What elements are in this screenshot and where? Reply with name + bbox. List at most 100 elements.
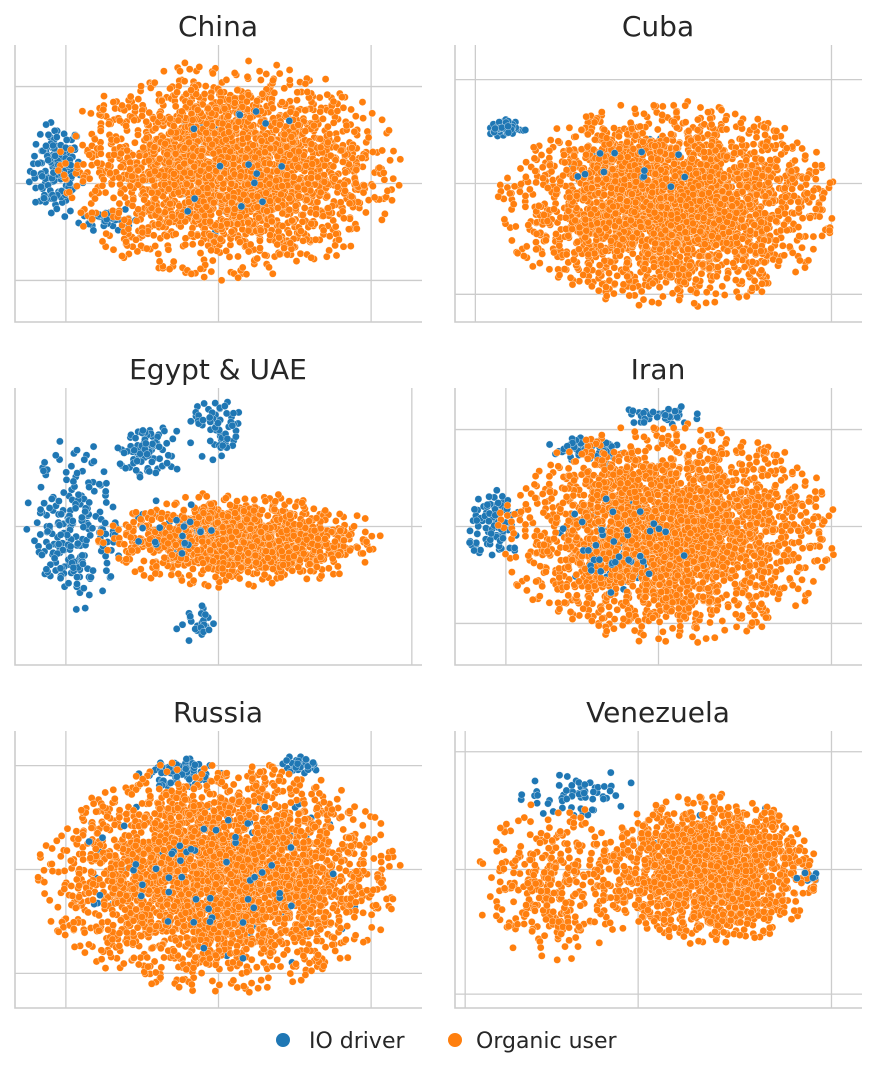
organic-user-point: [172, 150, 179, 157]
io-driver-point: [67, 207, 74, 214]
organic-user-point: [143, 118, 150, 125]
organic-user-point: [640, 110, 647, 117]
organic-user-point: [812, 168, 819, 175]
organic-user-point: [106, 170, 113, 177]
organic-user-point: [302, 80, 309, 87]
organic-user-point: [639, 138, 646, 145]
organic-user-point: [301, 204, 308, 211]
io-driver-point: [34, 160, 41, 167]
organic-user-point: [208, 268, 215, 275]
organic-user-point: [245, 91, 252, 98]
io-driver-point: [45, 157, 52, 164]
organic-user-point: [546, 266, 553, 273]
organic-user-point: [324, 193, 331, 200]
organic-user-point: [772, 134, 779, 141]
organic-user-point: [324, 91, 331, 98]
organic-user-point: [105, 162, 112, 169]
organic-user-point: [308, 220, 315, 227]
organic-user-point: [113, 137, 120, 144]
organic-user-point: [781, 125, 788, 132]
organic-user-point: [181, 160, 188, 167]
organic-user-point: [201, 90, 208, 97]
organic-user-point: [324, 205, 331, 212]
organic-user-point: [244, 73, 251, 80]
organic-user-point: [326, 130, 333, 137]
organic-user-point: [234, 221, 241, 228]
organic-user-point: [284, 172, 291, 179]
organic-user-point: [250, 142, 257, 149]
organic-user-point: [221, 105, 228, 112]
organic-user-point: [328, 109, 335, 116]
organic-user-point: [115, 209, 122, 216]
organic-user-point: [167, 115, 174, 122]
organic-user-point: [303, 196, 310, 203]
organic-user-point: [828, 215, 835, 222]
organic-user-point: [269, 270, 276, 277]
io-driver-point: [522, 126, 529, 133]
organic-user-point: [73, 183, 80, 190]
organic-user-point: [146, 109, 153, 116]
organic-user-point: [222, 136, 229, 143]
organic-user-point: [190, 153, 197, 160]
organic-user-point: [216, 209, 223, 216]
organic-user-point: [504, 174, 511, 181]
organic-user-point: [273, 62, 280, 69]
organic-user-point: [317, 144, 324, 151]
organic-user-point: [384, 187, 391, 194]
io-driver-point: [498, 124, 505, 131]
organic-user-point: [217, 174, 224, 181]
organic-user-point: [324, 123, 331, 130]
io-driver-point: [492, 125, 499, 132]
organic-user-point: [117, 150, 124, 157]
io-driver-point: [191, 195, 198, 202]
organic-user-point: [595, 287, 602, 294]
organic-user-point: [655, 300, 662, 307]
organic-user-point: [164, 151, 171, 158]
organic-user-point: [135, 96, 142, 103]
io-driver-point: [184, 208, 191, 215]
organic-user-point: [103, 230, 110, 237]
organic-user-point: [312, 114, 319, 121]
organic-user-point: [239, 264, 246, 271]
organic-user-point: [244, 134, 251, 141]
organic-user-point: [281, 245, 288, 252]
organic-user-point: [150, 232, 157, 239]
organic-user-point: [123, 122, 130, 129]
organic-user-point: [79, 108, 86, 115]
organic-user-point: [108, 181, 115, 188]
organic-user-point: [111, 151, 118, 158]
organic-user-point: [380, 169, 387, 176]
organic-user-point: [310, 122, 317, 129]
io-driver-point: [504, 123, 511, 130]
organic-user-point: [66, 189, 73, 196]
organic-user-point: [117, 190, 124, 197]
organic-user-point: [205, 165, 212, 172]
organic-user-point: [685, 127, 692, 134]
organic-user-point: [263, 208, 270, 215]
organic-user-point: [125, 225, 132, 232]
organic-user-point: [218, 277, 225, 284]
organic-user-point: [216, 192, 223, 199]
organic-user-point: [188, 87, 195, 94]
organic-user-point: [276, 251, 283, 258]
organic-user-point: [326, 247, 333, 254]
organic-user-point: [285, 230, 292, 237]
organic-user-point: [198, 152, 205, 159]
organic-user-point: [321, 178, 328, 185]
organic-user-point: [207, 94, 214, 101]
organic-user-point: [155, 207, 162, 214]
organic-user-point: [162, 140, 169, 147]
organic-user-point: [182, 241, 189, 248]
organic-user-point: [99, 182, 106, 189]
organic-user-point: [362, 209, 369, 216]
organic-user-point: [308, 141, 315, 148]
organic-user-point: [244, 181, 251, 188]
organic-user-point: [166, 159, 173, 166]
io-driver-point: [53, 134, 60, 141]
organic-user-point: [203, 129, 210, 136]
organic-user-point: [131, 117, 138, 124]
organic-user-point: [750, 141, 757, 148]
organic-user-point: [196, 63, 203, 70]
organic-user-point: [302, 162, 309, 169]
organic-user-point: [97, 127, 104, 134]
